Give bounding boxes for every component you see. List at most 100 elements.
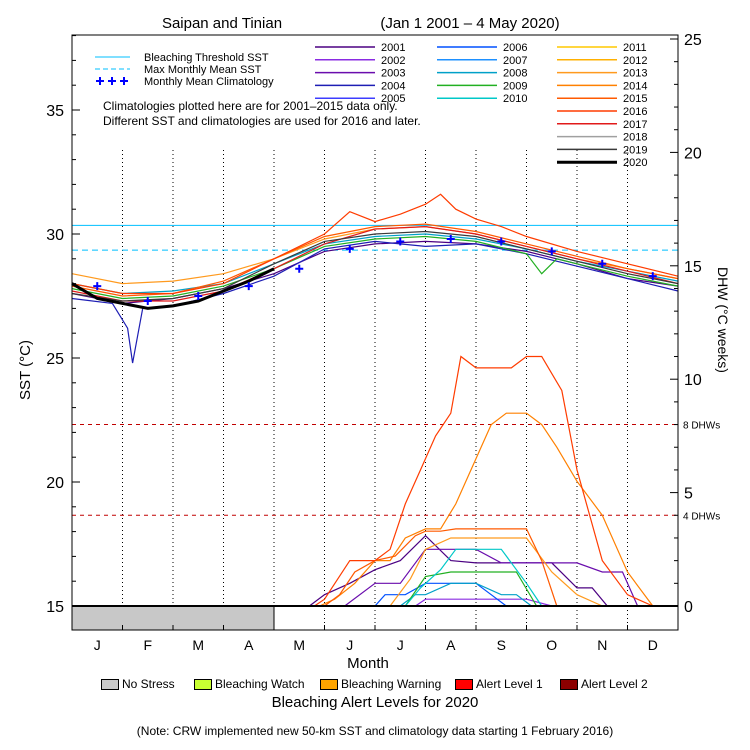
climatology-note: Climatologies plotted here are for 2001–… [103, 99, 398, 113]
chart-date-range: (Jan 1 2001 – 4 May 2020) [380, 15, 559, 32]
right-tick-label: 0 [684, 599, 693, 616]
climatology-point [244, 282, 253, 291]
chart-title: Saipan and Tinian [162, 15, 282, 32]
dhw-line-2006 [374, 582, 507, 607]
dhw-line-2008 [399, 582, 532, 607]
right-tick-label: 10 [684, 372, 702, 389]
alert-legend: No Stress Bleaching Watch Bleaching Warnin… [0, 675, 750, 693]
climatology-point [598, 259, 607, 268]
legend-year-label: 2016 [623, 106, 647, 118]
legend-plus-marker [96, 77, 104, 85]
legend-year-label: 2006 [503, 42, 527, 54]
legend-year-label: 2005 [381, 93, 405, 105]
dhw-line-2016 [314, 355, 654, 607]
month-label: O [546, 637, 557, 653]
climatology-point [194, 292, 203, 300]
legend-year-label: 2003 [381, 68, 405, 80]
left-tick-label: 20 [46, 475, 64, 492]
dhw-line-2013 [389, 537, 603, 607]
dhw-ref-label: 4 DHWs [683, 511, 720, 522]
alert-legend-item: Alert Level 2 [560, 677, 648, 691]
climatology-point [396, 237, 405, 246]
legend-ref-label: Monthly Mean Climatology [144, 76, 274, 88]
sst-line-2020 [71, 267, 275, 310]
climatology-point [345, 244, 354, 253]
month-label: M [192, 637, 204, 653]
legend-year-label: 2017 [623, 119, 647, 131]
legend-plus-marker [108, 77, 116, 85]
legend-year-label: 2014 [623, 80, 647, 92]
legend-year-label: 2012 [623, 55, 647, 67]
x-axis-label: Month [347, 655, 389, 672]
alert-legend-swatch [455, 678, 473, 690]
dhw-line-2010 [404, 548, 543, 607]
dhw-line-2009 [404, 571, 538, 607]
alert-legend-label: Alert Level 1 [476, 677, 543, 691]
month-label: F [143, 637, 152, 653]
dhw-line-2003 [344, 548, 648, 607]
legend-year-label: 2009 [503, 80, 527, 92]
climatology-point [648, 272, 657, 281]
dhw-line-2015 [324, 528, 558, 607]
alert-legend-swatch [101, 678, 119, 690]
y-axis-label-left: SST (°C) [17, 340, 34, 400]
legend-year-label: 2018 [623, 132, 647, 144]
alert-legend-item: Alert Level 1 [455, 677, 543, 691]
legend-year-label: 2019 [623, 144, 647, 156]
dhw-line-2014 [319, 412, 654, 607]
alert-legend-label: No Stress [122, 677, 175, 691]
right-tick-label: 20 [684, 145, 702, 162]
legend-year-label: 2007 [503, 55, 527, 67]
sst-line-2013 [71, 225, 679, 285]
month-label: J [346, 637, 353, 653]
right-tick-label: 5 [684, 486, 693, 503]
dhw-line-2002 [415, 598, 608, 607]
alert-legend-label: Alert Level 2 [581, 677, 648, 691]
alert-legend-item: Bleaching Watch [194, 677, 305, 691]
climatology-point [547, 247, 556, 256]
sst-line-2017 [71, 225, 679, 302]
right-tick-label: 15 [684, 259, 702, 276]
alert-legend-label: Bleaching Warning [341, 677, 442, 691]
footnote: (Note: CRW implemented new 50-km SST and… [136, 724, 614, 738]
sst-line-2004 [71, 240, 679, 364]
legend-ref-label: Max Monthly Mean SST [144, 64, 262, 76]
alert-legend-swatch [320, 678, 338, 690]
right-tick-label: 25 [684, 32, 702, 49]
alert-legend-swatch [194, 678, 212, 690]
legend-year-label: 2011 [623, 42, 647, 54]
sst-line-2009 [71, 235, 679, 300]
month-label: J [94, 637, 101, 653]
legend-year-label: 2013 [623, 68, 647, 80]
left-tick-label: 35 [46, 103, 64, 120]
climatology-point [93, 282, 102, 291]
legend-year-label: 2015 [623, 93, 647, 105]
month-label: A [446, 637, 456, 653]
left-tick-label: 25 [46, 351, 64, 368]
legend-plus-marker [120, 77, 128, 85]
legend-year-label: 2010 [503, 93, 527, 105]
climatology-point [446, 234, 455, 243]
month-label: A [244, 637, 254, 653]
sst-line-2019 [71, 230, 679, 302]
month-label: J [397, 637, 404, 653]
left-tick-label: 30 [46, 227, 64, 244]
month-label: M [293, 637, 305, 653]
legend-year-label: 2008 [503, 68, 527, 80]
climatology-point [143, 296, 152, 305]
alert-legend-label: Bleaching Watch [215, 677, 305, 691]
climatology-point [497, 237, 506, 246]
month-label: S [497, 637, 506, 653]
month-label: N [597, 637, 607, 653]
month-label: D [648, 637, 658, 653]
legend-year-label: 2004 [381, 80, 405, 92]
alert-legend-title: Bleaching Alert Levels for 2020 [271, 694, 479, 711]
legend-year-label: 2020 [623, 157, 647, 169]
alert-legend-item: Bleaching Warning [320, 677, 441, 691]
legend-year-label: 2002 [381, 55, 405, 67]
sst-line-2016 [71, 193, 679, 295]
dhw-ref-label: 8 DHWs [683, 421, 720, 432]
legend-year-label: 2001 [381, 42, 405, 54]
left-tick-label: 15 [46, 599, 64, 616]
